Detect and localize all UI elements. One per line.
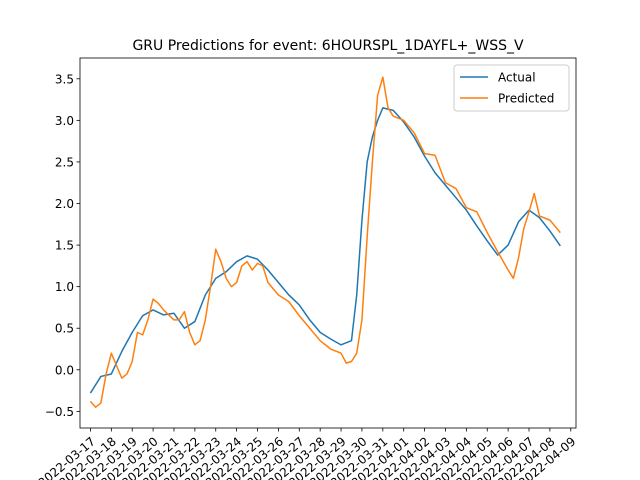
y-tick-label: 2.0 [55,197,74,211]
y-tick-label: 3.5 [55,72,74,86]
y-tick-label: 0.0 [55,363,74,377]
y-tick-label: 0.5 [55,322,74,336]
series-layer [89,76,561,408]
legend-label: Actual [498,71,536,85]
y-tick-label: 1.5 [55,239,74,253]
y-tick-label: 2.5 [55,155,74,169]
legend-label: Predicted [498,92,554,106]
plot-area [89,76,561,408]
series-line-predicted [89,76,561,408]
x-axis: 2022-03-172022-03-182022-03-192022-03-20… [36,428,578,480]
y-axis: −0.5 0.0 0.5 1.0 1.5 2.0 2.5 3.0 3.5 [45,72,80,419]
chart-title: GRU Predictions for event: 6HOURSPL_1DAY… [132,38,524,54]
y-tick-label: 3.0 [55,114,74,128]
plot-frame [79,57,577,429]
y-tick-label: 1.0 [55,280,74,294]
legend: Actual Predicted [453,64,570,112]
series-line-actual [89,107,561,394]
y-tick-label: −0.5 [45,405,74,419]
